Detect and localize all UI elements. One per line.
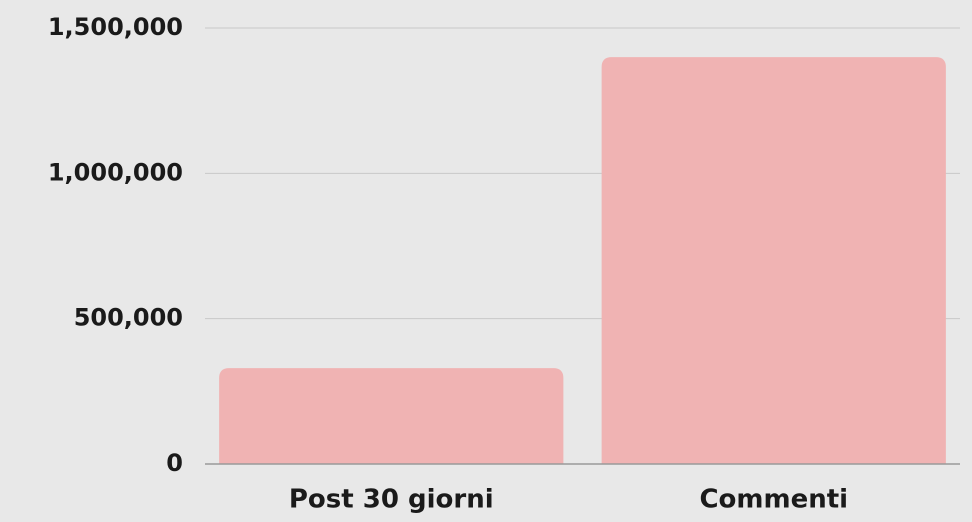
y-tick-label: 1,000,000 <box>48 158 183 186</box>
y-tick-label: 0 <box>166 449 183 477</box>
x-tick-label: Post 30 giorni <box>289 485 494 515</box>
bar <box>601 57 946 465</box>
y-tick-label: 1,500,000 <box>48 13 183 41</box>
x-tick-label: Commenti <box>699 485 848 515</box>
bar <box>219 368 564 464</box>
y-tick-label: 500,000 <box>74 304 183 332</box>
